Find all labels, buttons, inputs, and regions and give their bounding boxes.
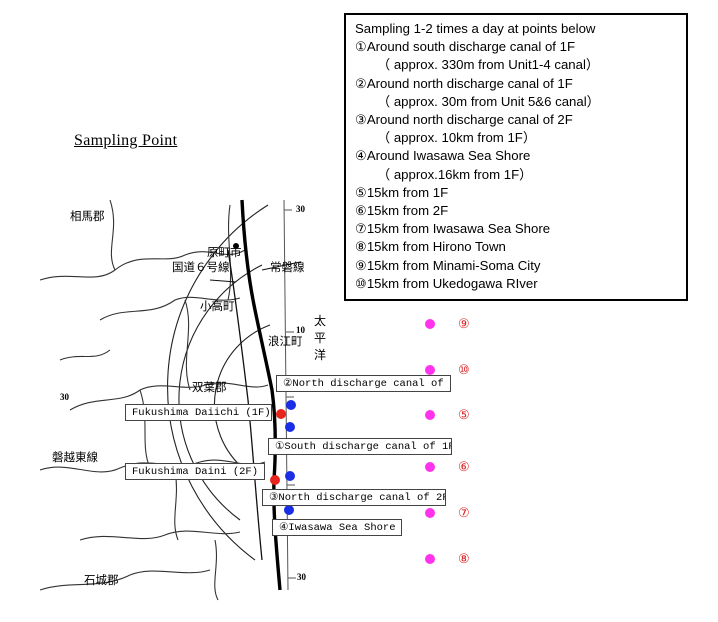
legend-line: （ approx. 10km from 1F） xyxy=(377,130,537,146)
offshore-point-6 xyxy=(425,462,435,472)
boundary-lines xyxy=(39,199,269,601)
place-haramachi: 原町市 xyxy=(207,245,242,259)
tick-label: 30 xyxy=(60,392,69,402)
place-soma: 相馬郡 xyxy=(70,209,105,223)
tick-label: 10 xyxy=(296,325,305,335)
legend-line: （ approx.16km from 1F） xyxy=(377,166,533,182)
page-title: Sampling Point xyxy=(74,132,178,149)
legend-line: ③Around north discharge canal of 2F xyxy=(355,112,573,128)
place-joban: 常磐線 xyxy=(270,260,305,274)
grid-ticks xyxy=(284,209,296,579)
legend-line: （ approx. 330m from Unit1-4 canal） xyxy=(377,57,600,73)
offshore-number-10: ⑩ xyxy=(458,362,470,377)
legend-line: ①Around south discharge canal of 1F xyxy=(355,39,576,55)
place-pacific: 太平洋 xyxy=(313,314,326,362)
place-route6: 国道６号線 xyxy=(172,260,230,274)
shore-point-1 xyxy=(285,422,295,432)
offshore-number-8: ⑧ xyxy=(458,551,470,566)
legend-line: （ approx. 30m from Unit 5&6 canal） xyxy=(377,93,600,109)
legend-line: ⑩15km from Ukedogawa RIver xyxy=(355,275,538,291)
offshore-point-10 xyxy=(425,365,435,375)
offshore-number-9: ⑨ xyxy=(458,316,470,331)
label-daiichi: Fukushima Daiichi (1F) xyxy=(125,404,272,421)
offshore-point-8 xyxy=(425,554,435,564)
place-namie: 浪江町 xyxy=(268,334,303,348)
legend-box: Sampling 1-2 times a day at points below… xyxy=(344,13,688,301)
legend-header: Sampling 1-2 times a day at points below xyxy=(355,21,596,36)
coastline xyxy=(240,199,282,591)
tick-label: 30 xyxy=(296,204,305,214)
offshore-number-7: ⑦ xyxy=(458,505,470,520)
place-odaka: 小高町 xyxy=(200,299,235,313)
legend-line: ⑨15km from Minami-Soma City xyxy=(355,257,541,273)
shore-point-4 xyxy=(284,505,294,515)
legend-line: ⑤15km from 1F xyxy=(355,184,449,200)
offshore-number-5: ⑤ xyxy=(458,407,470,422)
shore-point-2 xyxy=(286,400,296,410)
label-south-canal-1f: ①South discharge canal of 1F xyxy=(268,438,452,455)
legend-line: ④Around Iwasawa Sea Shore xyxy=(355,148,531,164)
haramachi-marker xyxy=(233,243,239,249)
tick-label: 30 xyxy=(297,572,306,582)
route-lines xyxy=(209,249,301,561)
ring-20km xyxy=(178,264,263,521)
shore-point-3 xyxy=(285,471,295,481)
ring-10km xyxy=(213,324,271,471)
distance-rings xyxy=(167,204,271,561)
label-daini: Fukushima Daini (2F) xyxy=(125,463,265,480)
place-futaba: 双葉郡 xyxy=(192,380,227,394)
label-north-canal-2f: ③North discharge canal of 2F xyxy=(262,489,446,506)
label-north-canal-1f: ②North discharge canal of 1F xyxy=(276,375,451,392)
daiichi-plant-marker xyxy=(276,409,286,419)
daini-plant-marker xyxy=(270,475,280,485)
legend-line: ⑧15km from Hirono Town xyxy=(355,239,506,255)
legend-line: ②Around north discharge canal of 1F xyxy=(355,75,573,91)
legend-line: ⑥15km from 2F xyxy=(355,203,449,219)
legend-line: ⑦15km from Iwasawa Sea Shore xyxy=(355,221,551,237)
place-iwaki-east: 磐越東線 xyxy=(52,450,98,464)
offshore-point-9 xyxy=(425,319,435,329)
ring-30km xyxy=(167,204,269,561)
offshore-number-6: ⑥ xyxy=(458,459,470,474)
offshore-point-7 xyxy=(425,508,435,518)
place-ishikawa: 石城郡 xyxy=(84,573,119,587)
label-iwasawa: ④Iwasawa Sea Shore xyxy=(272,519,402,536)
offshore-point-5 xyxy=(425,410,435,420)
